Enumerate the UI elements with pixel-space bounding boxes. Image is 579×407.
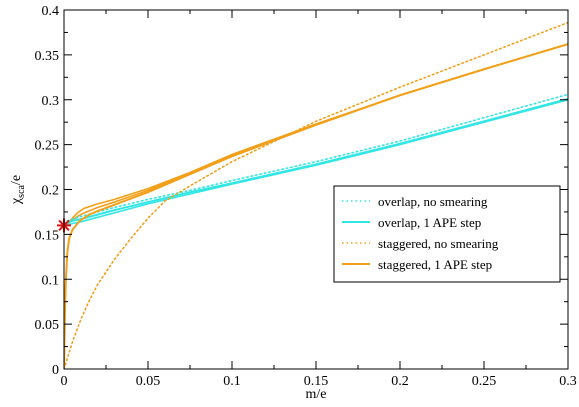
legend-label: staggered, no smearing <box>378 236 499 251</box>
y-tick-label: 0.25 <box>35 139 60 154</box>
legend-label: overlap, 1 APE step <box>378 215 481 230</box>
y-tick-label: 0.35 <box>35 49 60 64</box>
legend-entry-overlap-no-smearing: overlap, no smearing <box>342 194 488 209</box>
legend-label: staggered, 1 APE step <box>378 257 492 272</box>
y-axis-label: χsca/e <box>9 175 27 205</box>
x-axis-label: m/e <box>306 387 327 402</box>
y-tick-label: 0.2 <box>42 184 60 199</box>
x-tick-label: 0.25 <box>472 374 497 389</box>
x-tick-label: 0.2 <box>391 374 409 389</box>
y-tick-label: 0.05 <box>35 318 60 333</box>
y-tick-label: 0.3 <box>42 94 60 109</box>
series-line-overlap-1-ape-step <box>64 97 568 226</box>
x-tick-label: 0.05 <box>136 374 161 389</box>
x-tick-label: 0.15 <box>304 374 329 389</box>
legend-label: overlap, no smearing <box>378 194 488 209</box>
legend-entry-staggered-1-ape-step: staggered, 1 APE step <box>342 257 492 272</box>
y-tick-label: 0 <box>52 363 59 378</box>
series-line-staggered-no-smearing <box>64 21 568 369</box>
y-tick-label: 0.1 <box>42 273 60 288</box>
series-line-overlap-no-smearing <box>64 93 568 225</box>
legend-box <box>333 185 561 283</box>
x-tick-label: 0 <box>61 374 68 389</box>
y-tick-label: 0.4 <box>42 4 60 19</box>
series-group <box>64 21 568 369</box>
x-tick-label: 0.3 <box>559 374 577 389</box>
series-line-staggered-1-ape-step <box>64 43 568 369</box>
y-tick-label: 0.15 <box>35 228 60 243</box>
legend-entry-overlap-1-ape-step: overlap, 1 APE step <box>342 215 481 230</box>
x-tick-label: 0.1 <box>223 374 241 389</box>
legend-entry-staggered-no-smearing: staggered, no smearing <box>342 236 499 251</box>
